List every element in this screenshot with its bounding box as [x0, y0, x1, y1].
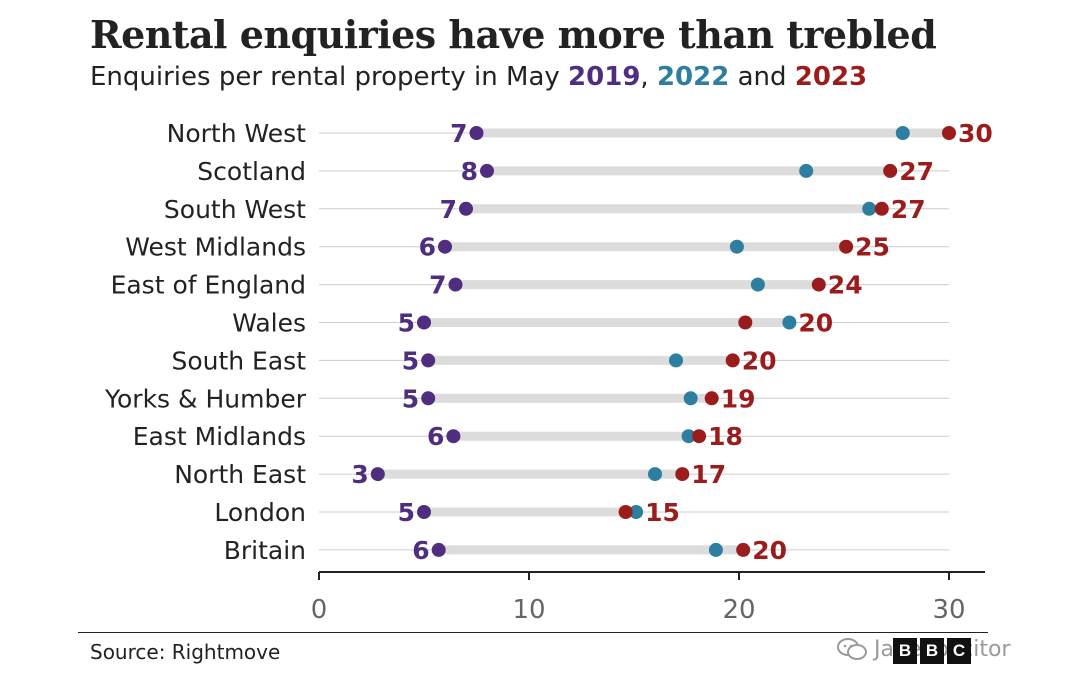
dot-2023	[738, 315, 753, 330]
x-tick-label: 10	[512, 595, 545, 625]
category-label: Scotland	[197, 157, 306, 186]
dot-2023	[942, 126, 956, 140]
dot-2019	[480, 163, 494, 178]
x-tick-label: 30	[932, 595, 965, 625]
chart-title: Rental enquiries have more than trebled	[90, 12, 937, 57]
category-label: South East	[171, 346, 306, 375]
subtitle-year-2019: 2019	[568, 62, 641, 92]
dot-2023	[704, 391, 719, 406]
dot-2023	[736, 542, 751, 557]
grid-layer	[319, 132, 949, 551]
value-label-2019: 8	[461, 157, 478, 186]
dot-2019	[431, 542, 446, 557]
dot-2022	[799, 163, 814, 178]
value-label-2023: 27	[899, 157, 934, 186]
footer-divider	[78, 632, 988, 633]
category-label: South West	[164, 195, 306, 224]
value-label-2019: 7	[429, 271, 446, 300]
x-tick-label: 0	[311, 595, 328, 625]
category-label: North West	[167, 119, 307, 148]
subtitle-year-2023: 2023	[794, 62, 868, 92]
chat-bubbles-icon	[837, 638, 867, 660]
value-label-2023: 20	[798, 309, 833, 338]
value-label-2019: 6	[427, 422, 444, 451]
subtitle-separator-1: ,	[640, 62, 657, 92]
bbc-logo-block-1: B	[893, 638, 917, 664]
value-label-2019: 5	[402, 346, 419, 375]
value-label-2023: 20	[752, 536, 787, 565]
category-label: Wales	[232, 309, 306, 338]
dot-2023	[692, 429, 707, 444]
dot-2022	[729, 239, 744, 254]
dot-2023	[725, 353, 740, 368]
value-label-2023: 18	[708, 422, 743, 451]
value-label-2019: 6	[412, 536, 429, 565]
value-label-2023: 20	[742, 346, 777, 375]
value-label-2019: 5	[398, 498, 415, 527]
subtitle-prefix: Enquiries per rental property in May	[90, 62, 569, 92]
dot-2019	[417, 315, 431, 330]
chart-subtitle: Enquiries per rental property in May 201…	[90, 62, 867, 92]
dot-2019	[417, 505, 431, 519]
value-label-2023: 17	[691, 460, 726, 489]
track-layer	[377, 128, 949, 555]
dot-2022	[750, 277, 765, 292]
value-label-2023: 24	[828, 271, 863, 300]
category-label: Britain	[224, 536, 306, 565]
dot-2023	[874, 201, 889, 216]
dot-2019	[446, 429, 461, 444]
value-label-2023: 19	[721, 384, 756, 413]
subtitle-separator-2: and	[729, 62, 795, 92]
dot-layer	[370, 126, 956, 557]
dot-2023	[675, 467, 690, 482]
value-label-2019: 5	[402, 384, 419, 413]
dot-2022	[782, 315, 797, 330]
dot-2022	[862, 201, 877, 216]
value-label-2023: 30	[958, 119, 993, 148]
value-label-2023: 15	[645, 498, 680, 527]
category-label: East Midlands	[133, 422, 306, 451]
value-label-2023: 27	[891, 195, 926, 224]
dot-2019	[370, 467, 385, 482]
x-tick-label: 20	[722, 595, 755, 625]
subtitle-year-2022: 2022	[656, 62, 730, 92]
dot-2022	[895, 126, 910, 140]
dot-2019	[421, 353, 436, 368]
bbc-logo: B B C	[893, 638, 971, 664]
category-label: North East	[174, 460, 306, 489]
value-label-2019: 6	[419, 233, 436, 262]
x-axis: 0 10 20 30	[311, 571, 985, 625]
dot-2022	[669, 353, 683, 368]
value-label-2019: 7	[450, 119, 467, 148]
dot-2023	[811, 277, 826, 292]
bbc-logo-block-2: B	[920, 638, 944, 664]
dot-2023	[618, 505, 633, 519]
dot-2022	[648, 467, 662, 482]
dot-2022	[629, 505, 644, 519]
dot-2019	[459, 201, 473, 216]
dot-2019	[448, 277, 463, 292]
value-label-2023: 25	[855, 233, 890, 262]
dot-2019	[438, 239, 452, 254]
bbc-logo-block-3: C	[947, 638, 971, 664]
source-note: Source: Rightmove	[90, 640, 281, 664]
category-label: West Midlands	[125, 233, 306, 262]
value-label-2019: 7	[440, 195, 457, 224]
dot-2022	[681, 429, 696, 444]
value-label-2019: 3	[351, 460, 368, 489]
category-label: London	[214, 498, 306, 527]
dot-2019	[469, 126, 484, 140]
dot-2022	[708, 542, 723, 557]
dot-2023	[883, 163, 898, 178]
category-label: Yorks & Humber	[104, 384, 307, 413]
category-label: East of England	[111, 271, 306, 300]
label-layer: North West 7 30 Scotland 8 27 South West 7 27 Wes…	[104, 119, 993, 565]
dot-2023	[839, 239, 854, 254]
value-label-2019: 5	[398, 309, 415, 338]
dot-2019	[421, 391, 436, 406]
dot-2022	[683, 391, 698, 406]
